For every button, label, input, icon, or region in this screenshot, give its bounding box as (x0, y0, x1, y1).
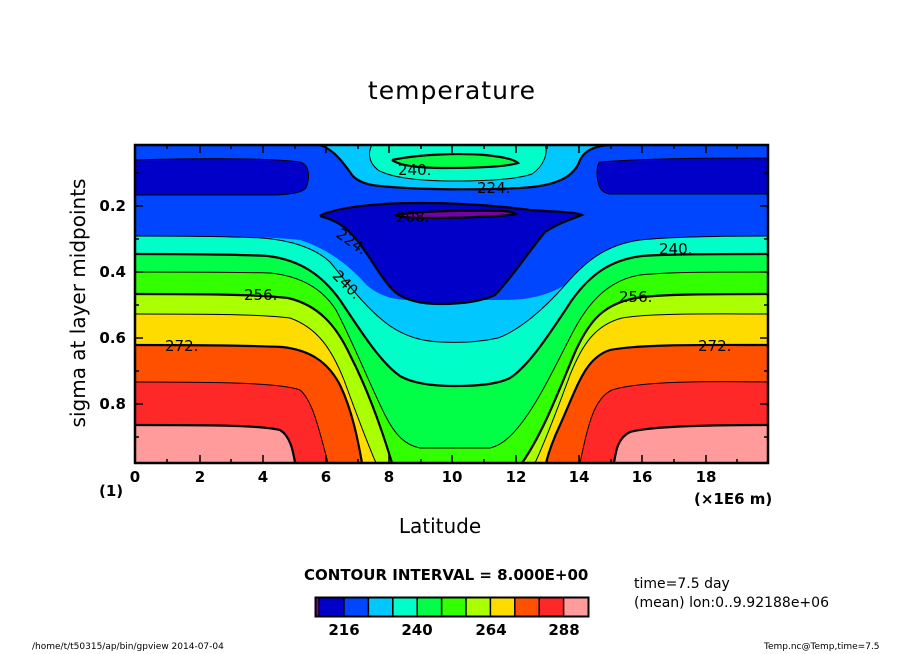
x-tick-14: 14 (568, 468, 590, 486)
x-tick-2: 2 (194, 468, 206, 486)
y-tick-0.4: 0.4 (99, 263, 126, 281)
colorbar-tick-240: 240 (401, 621, 433, 639)
colorbar-tick-264: 264 (475, 621, 507, 639)
x-tick-8: 8 (383, 468, 395, 486)
contour-label-208: 208. (396, 208, 429, 226)
contour-label-256-right: 256. (619, 288, 652, 306)
contour-labels: 240. 224. 208. 224. 240. 256. 240. 256. … (165, 161, 731, 355)
x-tick-4: 4 (257, 468, 269, 486)
contour-label-272-left: 272. (165, 337, 198, 355)
y-tick-0.8: 0.8 (99, 395, 126, 413)
x-tick-16: 16 (631, 468, 653, 486)
axis-ticks (134, 145, 768, 463)
panel-id: (1) (99, 482, 124, 500)
contour-label-256-left: 256. (244, 286, 277, 304)
contour-label-240-right: 240. (659, 240, 692, 258)
chart-title: temperature (367, 76, 537, 105)
x-axis-label: Latitude (398, 514, 482, 538)
contour-fills (135, 145, 768, 463)
x-tick-12: 12 (505, 468, 527, 486)
x-unit-note: (×1E6 m) (694, 490, 773, 508)
contour-label-224-top: 224. (477, 179, 510, 197)
contour-label-272-right: 272. (698, 337, 731, 355)
footer-left: /home/t/t50315/ap/bin/gpview 2014-07-04 (32, 642, 224, 652)
x-tick-0: 0 (129, 468, 141, 486)
y-axis-label: sigma at layer midpoints (66, 178, 90, 428)
y-tick-0.6: 0.6 (99, 329, 126, 347)
contour-label-240-top: 240. (398, 161, 431, 179)
colorbar-tick-216: 216 (328, 621, 360, 639)
x-tick-18: 18 (695, 468, 717, 486)
x-tick-10: 10 (441, 468, 463, 486)
info-time: time=7.5 day (634, 576, 730, 592)
contour-interval-label: CONTOUR INTERVAL = 8.000E+00 (304, 566, 589, 584)
x-tick-6: 6 (320, 468, 332, 486)
y-tick-0.2: 0.2 (99, 197, 126, 215)
colorbar-tick-288: 288 (548, 621, 580, 639)
footer-right: Temp.nc@Temp,time=7.5 (764, 642, 880, 652)
colorbar (314, 596, 590, 618)
info-mean: (mean) lon:0..9.92188e+06 (634, 595, 829, 611)
contour-lines (135, 145, 768, 463)
